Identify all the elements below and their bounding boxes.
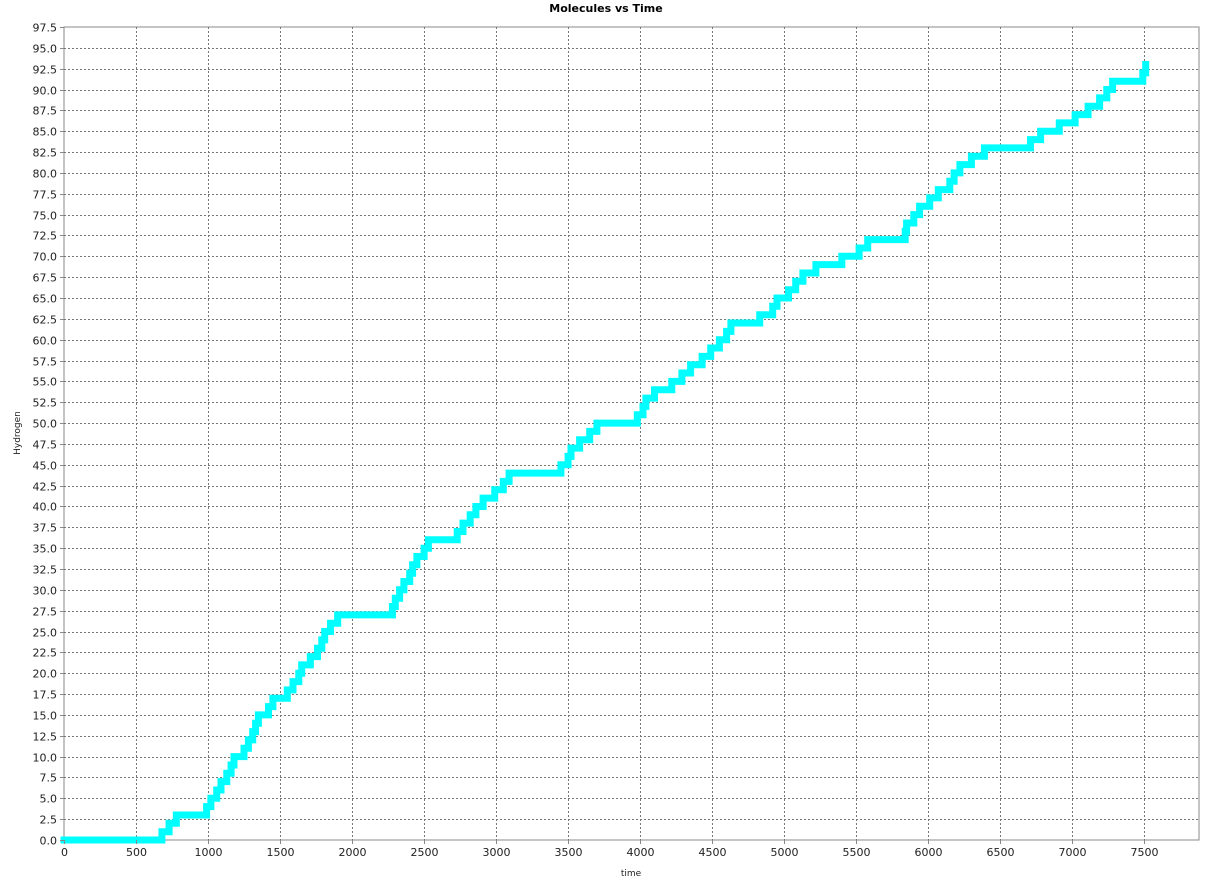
y-tick-label: 32.5 <box>33 564 58 577</box>
chart-title: Molecules vs Time <box>549 2 662 15</box>
y-tick-label: 47.5 <box>33 439 58 452</box>
y-tick-label: 82.5 <box>33 147 58 160</box>
y-tick-label: 12.5 <box>33 731 58 744</box>
y-tick-label: 97.5 <box>33 22 58 35</box>
y-tick-label: 60.0 <box>33 335 58 348</box>
x-tick-label: 6500 <box>987 846 1015 859</box>
y-tick-label: 0.0 <box>40 835 58 848</box>
grid-lines <box>64 27 1199 840</box>
x-tick-label: 0 <box>61 846 68 859</box>
y-tick-label: 55.0 <box>33 376 58 389</box>
x-tick-label: 5000 <box>771 846 799 859</box>
x-tick-label: 4000 <box>627 846 655 859</box>
series-line <box>60 61 1150 844</box>
y-tick-label: 50.0 <box>33 418 58 431</box>
y-tick-label: 2.5 <box>40 814 58 827</box>
y-tick-label: 15.0 <box>33 710 58 723</box>
y-tick-label: 62.5 <box>33 314 58 327</box>
x-tick-label: 500 <box>126 846 147 859</box>
y-tick-label: 57.5 <box>33 356 58 369</box>
y-tick-label: 35.0 <box>33 543 58 556</box>
y-tick-label: 92.5 <box>33 64 58 77</box>
y-tick-label: 7.5 <box>40 772 58 785</box>
x-tick-label: 7000 <box>1059 846 1087 859</box>
y-tick-label: 67.5 <box>33 272 58 285</box>
y-tick-label: 27.5 <box>33 606 58 619</box>
y-tick-label: 40.0 <box>33 501 58 514</box>
x-tick-label: 2000 <box>339 846 367 859</box>
x-tick-label: 2500 <box>411 846 439 859</box>
x-tick-label: 3000 <box>483 846 511 859</box>
x-tick-label: 1500 <box>267 846 295 859</box>
y-tick-label: 37.5 <box>33 522 58 535</box>
y-tick-label: 20.0 <box>33 668 58 681</box>
x-tick-label: 6000 <box>915 846 943 859</box>
y-axis-label: Hydrogen <box>13 411 23 455</box>
y-tick-label: 90.0 <box>33 85 58 98</box>
plot-area <box>63 26 1200 841</box>
y-tick-label: 75.0 <box>33 210 58 223</box>
y-tick-label: 17.5 <box>33 689 58 702</box>
y-tick-label: 95.0 <box>33 43 58 56</box>
y-tick-label: 30.0 <box>33 585 58 598</box>
y-tick-label: 70.0 <box>33 251 58 264</box>
x-axis-label: time <box>621 869 642 879</box>
y-tick-label: 77.5 <box>33 189 58 202</box>
y-tick-label: 45.0 <box>33 460 58 473</box>
y-tick-label: 80.0 <box>33 168 58 181</box>
x-tick-label: 1000 <box>195 846 223 859</box>
y-tick-label: 5.0 <box>40 793 58 806</box>
y-tick-label: 65.0 <box>33 293 58 306</box>
x-tick-label: 5500 <box>843 846 871 859</box>
y-tick-label: 85.0 <box>33 126 58 139</box>
y-tick-label: 42.5 <box>33 481 58 494</box>
y-tick-label: 52.5 <box>33 397 58 410</box>
x-axis-ticks: 0 500 1000 1500 2000 2500 3000 3500 4000 4500 5000… <box>61 840 1159 859</box>
y-tick-label: 25.0 <box>33 627 58 640</box>
series-hydrogen <box>60 61 1150 844</box>
y-tick-label: 87.5 <box>33 105 58 118</box>
y-tick-label: 22.5 <box>33 647 58 660</box>
y-tick-label: 10.0 <box>33 752 58 765</box>
x-tick-label: 7500 <box>1131 846 1159 859</box>
x-tick-label: 4500 <box>699 846 727 859</box>
y-tick-label: 72.5 <box>33 230 58 243</box>
x-tick-label: 3500 <box>555 846 583 859</box>
y-axis-ticks: 0.0 2.5 5.0 7.5 10.0 12.5 15.0 17.5 20.0 22.5 25.0… <box>33 22 64 848</box>
